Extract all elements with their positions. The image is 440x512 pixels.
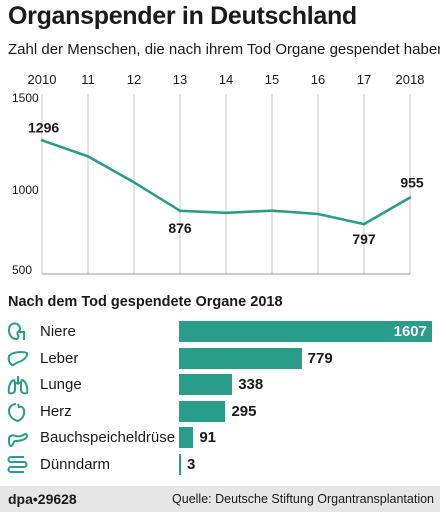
bar-category-label: Herz: [40, 402, 72, 420]
heart-icon: [6, 401, 30, 423]
x-tick-label: 13: [173, 72, 187, 87]
data-point: [408, 196, 412, 199]
pancreas-icon: [6, 427, 30, 449]
bar-category-label: Leber: [40, 349, 79, 367]
data-label: 1296: [28, 119, 59, 135]
bar-row: Herz 295: [0, 400, 440, 424]
chart-subtitle: Zahl der Menschen, die nach ihrem Tod Or…: [8, 41, 440, 58]
bar: [179, 321, 432, 342]
data-label: 876: [168, 220, 192, 236]
x-tick-label: 12: [127, 72, 141, 87]
data-point: [362, 222, 366, 226]
data-label: 797: [352, 231, 376, 247]
y-tick-label: 1500: [12, 91, 39, 105]
bar-row: Leber 779: [0, 347, 440, 371]
line-chart: 2010 11 12 13 14 15 16 17 2018 1500 1000 500 1296 876…: [12, 72, 425, 277]
data-label: 955: [400, 175, 424, 191]
bar-row: Lunge 338: [0, 373, 440, 397]
x-tick-label: 14: [219, 72, 233, 87]
bar-category-label: Lunge: [40, 376, 82, 394]
data-point: [132, 180, 136, 184]
footer-brand: dpa•29628: [8, 491, 77, 507]
data-point: [86, 155, 90, 158]
data-point: [316, 212, 320, 216]
x-tick-label: 11: [81, 72, 95, 87]
bar-category-label: Niere: [40, 323, 76, 340]
x-tick-label: 2018: [396, 72, 425, 87]
x-tick-label: 2010: [28, 72, 57, 87]
intestine-icon: [6, 454, 30, 476]
bar-chart-title: Nach dem Tod gespendete Organe 2018: [8, 294, 283, 310]
footer: dpa•29628 Quelle: Deutsche Stiftung Orga…: [0, 486, 440, 512]
bar-value-label: 338: [238, 376, 264, 394]
bar-value-label: 3: [187, 456, 196, 473]
x-tick-label: 15: [265, 72, 279, 87]
liver-icon: [6, 348, 30, 370]
bar: [179, 400, 226, 422]
bar-row: Dünndarm 3: [0, 453, 440, 477]
kidney-icon: [6, 321, 30, 343]
bar-value-label: 295: [231, 402, 257, 420]
bar-value-label: 91: [199, 429, 216, 447]
x-tick-label: 16: [311, 72, 325, 87]
data-point: [224, 211, 228, 215]
bar: [179, 374, 233, 396]
bar-value-label: 1607: [393, 323, 427, 340]
chart-title: Organspender in Deutschland: [8, 2, 357, 30]
bar-row: Niere 1607: [0, 320, 440, 344]
bar-category-label: Dünndarm: [40, 456, 111, 473]
bar-row: Bauchspeicheldrüse 91: [0, 426, 440, 450]
footer-source: Quelle: Deutsche Stiftung Organtransplan…: [172, 492, 434, 506]
x-tick-label: 17: [357, 72, 371, 87]
bar: [179, 427, 194, 449]
y-tick-label: 1000: [12, 183, 39, 197]
bar-category-label: Bauchspeicheldrüse: [40, 429, 176, 447]
bar-value-label: 779: [307, 349, 333, 367]
bar: [179, 347, 302, 369]
y-tick-label: 500: [12, 263, 32, 277]
data-point: [40, 138, 44, 142]
data-point: [270, 209, 274, 212]
lungs-icon: [6, 374, 30, 396]
bar: [179, 454, 181, 475]
data-point: [178, 209, 182, 213]
